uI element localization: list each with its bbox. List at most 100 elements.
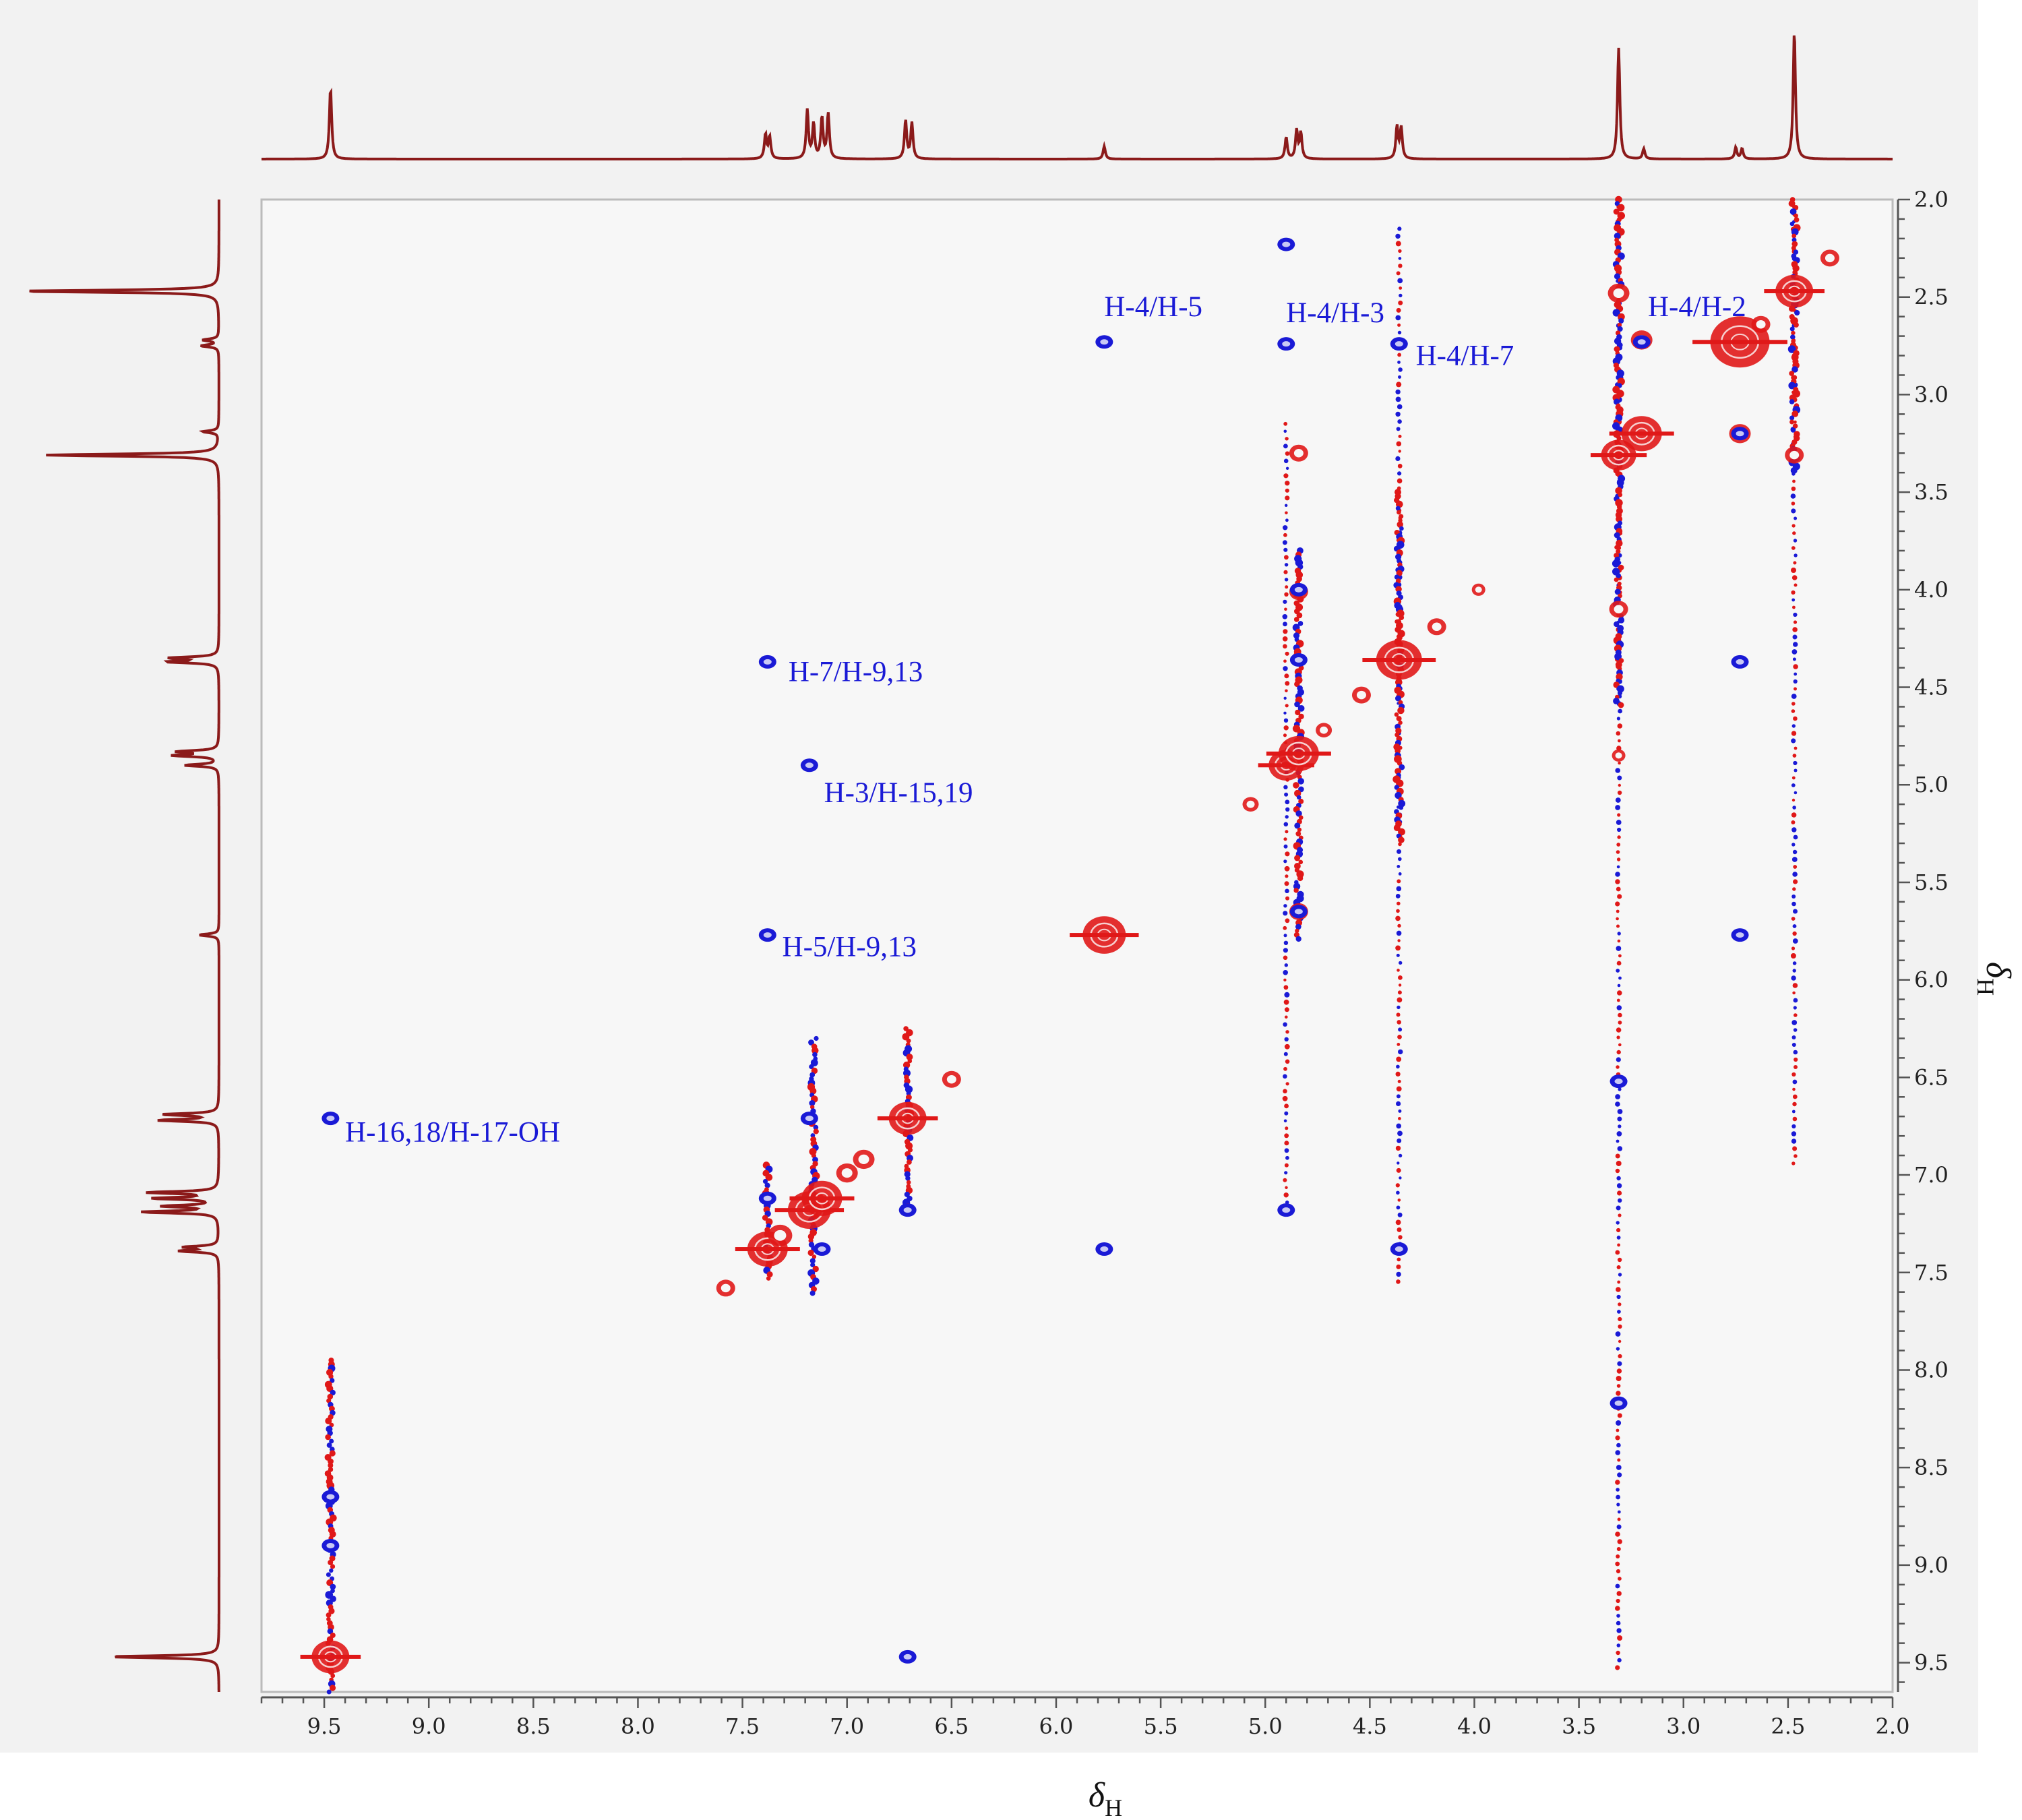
streak-dot: [1397, 1005, 1401, 1010]
streak-dot: [1285, 518, 1289, 522]
streak-dot: [1396, 1056, 1402, 1062]
streak-dot: [1397, 330, 1402, 335]
streak-dot: [1295, 928, 1299, 934]
streak-dot: [1789, 221, 1795, 226]
streak-dot: [1395, 389, 1401, 395]
negative-peak: [813, 1242, 831, 1256]
positive-peak: [1764, 274, 1825, 308]
streak-dot: [1617, 1257, 1622, 1263]
streak-dot: [1791, 702, 1796, 706]
streak-dot: [1616, 961, 1622, 966]
streak-dot: [1282, 1095, 1288, 1101]
streak-dot: [762, 1179, 768, 1184]
positive-peak-ridge: [1764, 289, 1825, 294]
streak-dot: [1615, 1531, 1620, 1537]
streak-dot: [1793, 620, 1798, 624]
negative-peak-contour: [903, 1207, 912, 1213]
x-axis-label: δH: [1089, 1776, 1122, 1820]
y-tick-label: 5.0: [1914, 772, 1949, 797]
streak-dot: [328, 1608, 335, 1614]
streak-dot: [1397, 419, 1402, 424]
streak-dot: [1616, 1287, 1621, 1292]
streak-dot: [1616, 1391, 1621, 1396]
streak-dot: [1395, 553, 1402, 560]
streak-dot: [1615, 1094, 1621, 1099]
streak-dot: [1397, 1130, 1403, 1136]
streak-dot: [1397, 478, 1403, 484]
streak-dot: [1397, 404, 1403, 410]
streak-dot: [1794, 687, 1797, 691]
streak-dot: [326, 1572, 331, 1577]
x-tick-label: 4.0: [1457, 1713, 1492, 1739]
y-tick-label: 9.5: [1914, 1650, 1949, 1676]
streak-dot: [1397, 323, 1401, 327]
streak-dot: [1618, 1577, 1622, 1581]
positive-peak-hole: [946, 1074, 956, 1084]
negative-peak: [800, 1112, 818, 1126]
streak-dot: [1395, 315, 1401, 321]
streak-dot: [1792, 961, 1797, 965]
streak-dot: [1398, 983, 1402, 987]
streak-dot: [1794, 217, 1800, 222]
negative-peak-contour: [1294, 909, 1303, 915]
streak-dot: [1616, 1650, 1620, 1656]
streak-dot: [1283, 844, 1288, 849]
positive-peak: [877, 1101, 938, 1135]
positive-peak-hole: [1320, 726, 1328, 734]
streak-dot: [1792, 991, 1796, 995]
streak-dot: [1284, 1103, 1289, 1109]
streak-dot: [1294, 822, 1301, 829]
y-axis-label-subscript: H: [1972, 978, 1999, 996]
streak-dot: [328, 1560, 334, 1565]
streak-dot: [1791, 598, 1796, 602]
negative-peak-contour: [1736, 932, 1744, 938]
streak-dot: [1284, 1037, 1289, 1042]
streak-dot: [812, 1052, 818, 1058]
y-tick-label: 6.5: [1914, 1064, 1949, 1090]
streak-dot: [1283, 1052, 1288, 1056]
streak-dot: [1791, 820, 1796, 824]
streak-dot: [1293, 882, 1301, 890]
y-tick-label: 7.0: [1914, 1162, 1949, 1188]
streak-dot: [1395, 506, 1401, 511]
streak-dot: [1398, 842, 1402, 847]
streak-dot: [1790, 334, 1796, 340]
streak-dot: [1617, 813, 1621, 817]
streak-dot: [1794, 1065, 1798, 1069]
streak-dot: [1398, 975, 1403, 980]
negative-peak: [758, 1191, 776, 1205]
x-axis-label-subscript: H: [1105, 1794, 1122, 1820]
streak-dot: [1284, 607, 1287, 611]
streak-dot: [1398, 1153, 1403, 1158]
positive-peak: [1289, 444, 1308, 462]
positive-peak-ridge: [1609, 431, 1674, 436]
streak-dot: [1295, 936, 1301, 942]
streak-dot: [1396, 1205, 1401, 1210]
positive-peak-hole: [1615, 752, 1622, 759]
streak-dot: [1617, 827, 1622, 832]
annotation-label: H-4/H-2: [1648, 291, 1746, 323]
streak-dot: [1616, 946, 1622, 951]
streak-dot: [1398, 257, 1402, 260]
streak-dot: [1618, 564, 1624, 571]
streak-dot: [1793, 909, 1798, 914]
streak-dot: [1397, 558, 1402, 564]
streak-dot: [1618, 318, 1624, 324]
streak-dot: [1283, 696, 1287, 700]
positive-peak: [1351, 686, 1371, 704]
streak-dot: [1283, 725, 1289, 731]
positive-peak: [1751, 315, 1771, 333]
x-tick-label: 9.0: [412, 1713, 446, 1739]
streak-dot: [809, 1290, 816, 1296]
streak-dot: [1283, 1066, 1287, 1071]
streak-dot: [1791, 502, 1796, 506]
positive-peak-ridge: [789, 1196, 855, 1201]
streak-dot: [1283, 444, 1288, 449]
streak-dot: [1397, 990, 1402, 995]
streak-dot: [1283, 785, 1288, 790]
streak-dot: [1793, 642, 1798, 647]
streak-dot: [1617, 932, 1621, 936]
streak-dot: [1616, 1265, 1621, 1269]
streak-dot: [1617, 835, 1621, 839]
streak-dot: [903, 1026, 909, 1031]
